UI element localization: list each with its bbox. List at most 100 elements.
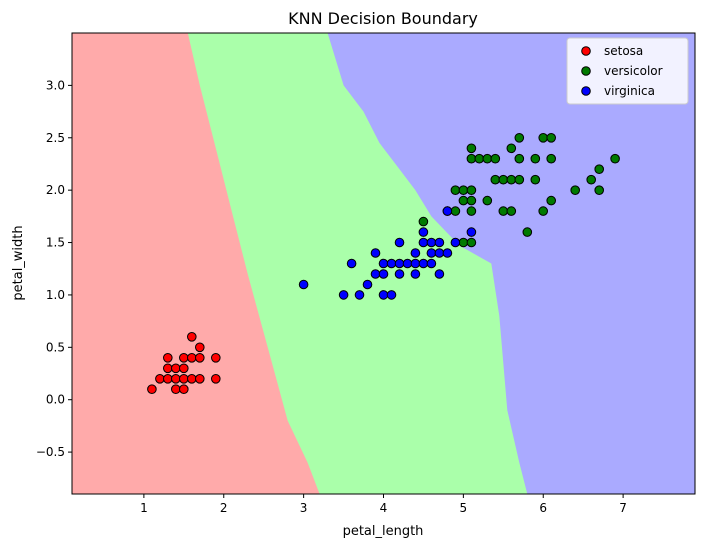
point-versicolor xyxy=(458,195,469,206)
point-versicolor xyxy=(466,143,477,154)
point-virginica xyxy=(450,237,461,248)
point-versicolor xyxy=(466,153,477,164)
x-tick-label: 2 xyxy=(220,501,228,515)
y-tick-label: 0.5 xyxy=(46,340,65,354)
point-versicolor xyxy=(450,185,461,195)
point-virginica xyxy=(370,269,381,279)
point-versicolor xyxy=(474,153,485,164)
y-tick-label: −0.5 xyxy=(36,445,65,459)
y-tick-label: 2.5 xyxy=(46,131,65,145)
point-virginica xyxy=(466,227,477,237)
point-virginica xyxy=(442,206,453,216)
region-setosa xyxy=(72,33,320,494)
x-axis-label: petal_length xyxy=(343,524,424,539)
x-axis-ticks: 1 2 3 4 5 6 7 xyxy=(140,494,627,515)
point-setosa xyxy=(147,384,157,395)
point-virginica xyxy=(418,258,429,269)
point-versicolor xyxy=(570,185,581,195)
legend-label-virginica: virginica xyxy=(604,84,655,98)
point-versicolor xyxy=(610,153,620,164)
x-tick-label: 5 xyxy=(460,501,468,515)
point-virginica xyxy=(410,248,421,258)
point-virginica xyxy=(434,237,445,248)
point-versicolor xyxy=(482,153,493,164)
legend: setosa versicolor virginica xyxy=(566,37,689,105)
point-versicolor xyxy=(538,133,549,143)
point-versicolor xyxy=(594,164,605,174)
point-versicolor xyxy=(514,174,525,185)
point-versicolor xyxy=(450,206,461,216)
point-virginica xyxy=(442,248,453,258)
point-virginica xyxy=(410,269,421,279)
y-tick-label: 2.0 xyxy=(46,183,65,197)
point-virginica xyxy=(298,279,309,290)
y-tick-label: 1.0 xyxy=(46,288,65,302)
point-versicolor xyxy=(466,185,477,195)
point-versicolor xyxy=(466,195,477,206)
point-setosa xyxy=(195,374,205,384)
point-versicolor xyxy=(546,133,557,143)
point-setosa xyxy=(163,353,173,363)
point-virginica xyxy=(370,248,381,258)
point-virginica xyxy=(410,258,421,269)
point-virginica xyxy=(346,258,357,269)
point-virginica xyxy=(378,269,389,279)
point-versicolor xyxy=(586,174,597,185)
point-virginica xyxy=(434,248,445,258)
point-setosa xyxy=(163,363,173,374)
point-versicolor xyxy=(490,153,501,164)
y-tick-label: 3.0 xyxy=(46,78,65,92)
point-virginica xyxy=(378,258,389,269)
point-versicolor xyxy=(530,174,541,185)
legend-marker-virginica xyxy=(581,86,591,96)
point-versicolor xyxy=(458,237,469,248)
legend-marker-versicolor xyxy=(581,66,591,76)
point-virginica xyxy=(386,290,397,300)
y-axis-label: petal_width xyxy=(11,225,26,300)
point-versicolor xyxy=(594,185,605,195)
point-virginica xyxy=(394,237,405,248)
point-virginica xyxy=(394,269,405,279)
y-tick-label: 0.0 xyxy=(46,393,65,407)
point-setosa xyxy=(179,384,189,395)
point-virginica xyxy=(426,258,437,269)
point-virginica xyxy=(426,248,437,258)
point-setosa xyxy=(187,374,197,384)
point-setosa xyxy=(179,353,189,363)
x-tick-label: 7 xyxy=(619,501,627,515)
point-setosa xyxy=(163,374,173,384)
point-versicolor xyxy=(466,237,477,248)
point-versicolor xyxy=(538,206,549,216)
point-virginica xyxy=(354,290,365,300)
x-tick-label: 6 xyxy=(539,501,547,515)
legend-label-setosa: setosa xyxy=(604,44,643,58)
point-versicolor xyxy=(458,185,469,195)
point-setosa xyxy=(187,332,197,342)
point-virginica xyxy=(434,269,445,279)
point-setosa xyxy=(187,353,197,363)
point-setosa xyxy=(195,353,205,363)
point-versicolor xyxy=(530,153,541,164)
point-setosa xyxy=(171,363,181,374)
chart-title: KNN Decision Boundary xyxy=(288,9,478,28)
point-versicolor xyxy=(482,195,493,206)
point-setosa xyxy=(195,342,205,353)
point-virginica xyxy=(402,258,413,269)
legend-box xyxy=(566,37,689,105)
point-setosa xyxy=(155,374,165,384)
point-versicolor xyxy=(546,153,557,164)
point-virginica xyxy=(386,258,397,269)
x-tick-label: 4 xyxy=(380,501,388,515)
legend-label-versicolor: versicolor xyxy=(604,64,663,78)
point-setosa xyxy=(171,374,181,384)
point-virginica xyxy=(426,237,437,248)
point-virginica xyxy=(418,227,429,237)
y-axis-ticks: −0.5 0.0 0.5 1.0 1.5 2.0 2.5 3.0 xyxy=(36,78,72,459)
point-versicolor xyxy=(466,206,477,216)
point-versicolor xyxy=(514,153,525,164)
point-versicolor xyxy=(514,133,525,143)
point-setosa xyxy=(171,384,181,395)
point-virginica xyxy=(378,290,389,300)
point-versicolor xyxy=(498,206,509,216)
